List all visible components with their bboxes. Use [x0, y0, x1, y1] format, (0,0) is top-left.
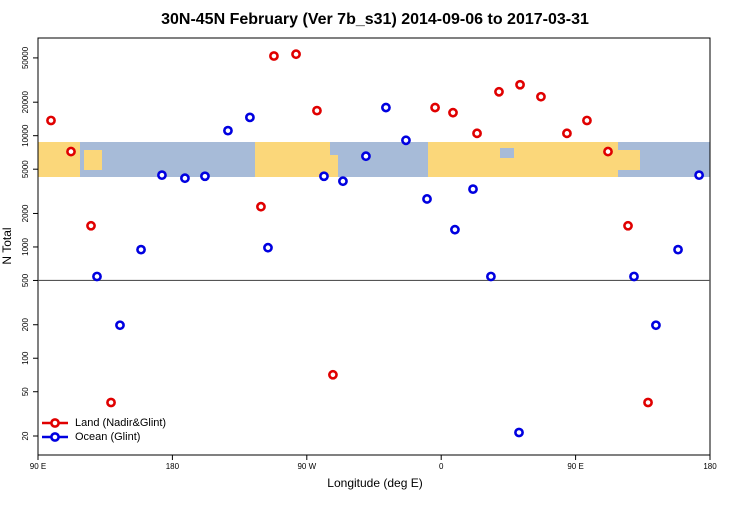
data-point	[486, 271, 496, 282]
data-point	[515, 79, 525, 90]
data-point	[338, 176, 348, 187]
data-point	[115, 320, 125, 331]
x-tick-label: 0	[439, 462, 444, 471]
data-point	[582, 115, 592, 126]
y-tick-label: 2000	[21, 204, 30, 222]
data-point	[86, 220, 96, 231]
y-tick-label: 500	[21, 273, 30, 287]
legend-item: Land (Nadir&Glint)	[42, 417, 166, 429]
data-point	[328, 369, 338, 380]
data-point	[514, 427, 524, 438]
data-point	[673, 244, 683, 255]
data-point	[245, 112, 255, 123]
data-point	[136, 244, 146, 255]
data-point	[472, 128, 482, 139]
legend-item: Ocean (Glint)	[42, 431, 140, 443]
data-point	[92, 271, 102, 282]
data-point	[200, 171, 210, 182]
data-point	[263, 242, 273, 253]
x-tick-label: 90 E	[30, 462, 46, 471]
legend-label: Ocean (Glint)	[75, 431, 140, 443]
y-tick-label: 20000	[21, 91, 30, 114]
data-point	[536, 91, 546, 102]
data-point	[430, 102, 440, 113]
y-tick-label: 100	[21, 351, 30, 365]
x-tick-label: 180	[703, 462, 717, 471]
chart-title: 30N-45N February (Ver 7b_s31) 2014-09-06…	[161, 11, 589, 28]
data-point	[381, 102, 391, 113]
data-point	[361, 151, 371, 162]
data-point	[562, 128, 572, 139]
data-point	[448, 107, 458, 118]
data-point	[66, 146, 76, 157]
data-point	[629, 271, 639, 282]
legend-marker	[50, 418, 60, 428]
data-point	[422, 194, 432, 204]
x-tick-label: 90 E	[567, 462, 583, 471]
data-point	[623, 220, 633, 231]
data-point	[450, 224, 460, 235]
data-point	[106, 397, 116, 408]
x-tick-label: 90 W	[297, 462, 316, 471]
data-point	[256, 201, 266, 212]
x-axis-label: Longitude (deg E)	[327, 476, 422, 490]
data-point	[223, 125, 233, 136]
y-tick-label: 50000	[21, 46, 30, 69]
data-point	[269, 51, 279, 61]
data-point	[291, 49, 301, 60]
data-point	[157, 170, 167, 181]
y-tick-label: 1000	[21, 238, 30, 256]
y-tick-label: 5000	[21, 160, 30, 178]
legend-label: Land (Nadir&Glint)	[75, 417, 166, 429]
y-tick-label: 50	[21, 387, 30, 396]
data-point	[312, 105, 322, 116]
y-axis-label: N Total	[0, 227, 14, 264]
data-point	[603, 146, 613, 157]
data-point	[643, 397, 653, 408]
data-point	[494, 86, 504, 97]
data-point	[46, 115, 56, 126]
y-tick-label: 200	[21, 318, 30, 332]
x-tick-label: 180	[166, 462, 180, 471]
y-tick-label: 20	[21, 431, 30, 440]
data-point	[180, 173, 190, 184]
data-point	[651, 320, 661, 331]
data-point	[319, 171, 329, 182]
legend-marker	[50, 432, 60, 442]
y-tick-label: 10000	[21, 124, 30, 147]
data-point	[401, 135, 411, 146]
data-point	[468, 184, 478, 195]
data-point	[694, 170, 704, 181]
